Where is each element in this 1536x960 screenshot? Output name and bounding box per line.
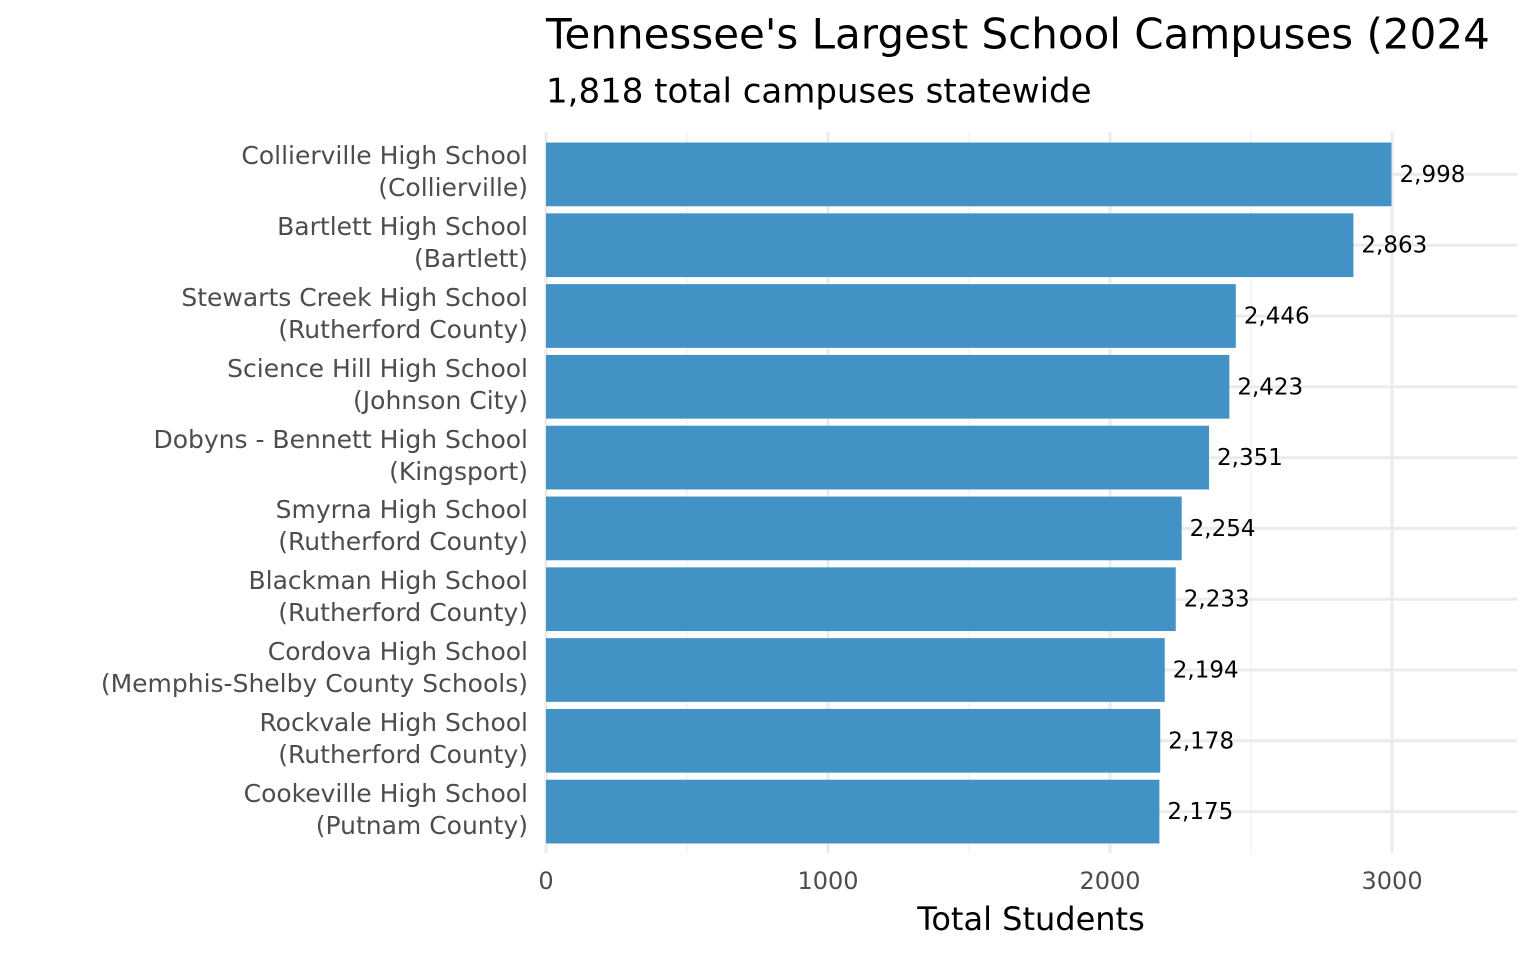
bar — [546, 496, 1182, 561]
bar — [546, 354, 1230, 419]
chart-subtitle: 1,818 total campuses statewide — [546, 72, 1092, 112]
value-label: 2,175 — [1167, 799, 1233, 825]
y-tick-label: Cookeville High School (Putnam County) — [243, 778, 528, 840]
value-label: 2,446 — [1244, 304, 1310, 330]
bar — [546, 638, 1165, 702]
y-tick-label: Science Hill High School (Johnson City) — [227, 353, 528, 415]
y-tick-label: Cordova High School (Memphis-Shelby Coun… — [100, 637, 528, 698]
value-label: 2,254 — [1190, 516, 1256, 542]
x-tick-label: 2000 — [1080, 867, 1141, 895]
y-tick-label: Rockvale High School (Rutherford County) — [259, 707, 528, 769]
value-label: 2,178 — [1168, 728, 1234, 754]
bar — [546, 779, 1160, 844]
y-tick-label: Stewarts Creek High School (Rutherford C… — [181, 283, 528, 344]
bar — [546, 425, 1210, 490]
bar — [546, 284, 1236, 348]
y-tick-label: Blackman High School (Rutherford County) — [248, 566, 528, 628]
value-label: 2,423 — [1237, 374, 1303, 400]
x-tick-label: 0 — [538, 867, 553, 895]
bar — [546, 567, 1176, 632]
x-tick-label: 3000 — [1362, 867, 1423, 895]
y-tick-label: Dobyns - Bennett High School (Kingsport) — [153, 424, 528, 486]
x-tick-label: 1000 — [797, 867, 858, 895]
value-label: 2,351 — [1217, 445, 1283, 471]
x-axis-title: Total Students — [916, 900, 1145, 938]
value-label: 2,998 — [1400, 162, 1466, 188]
bar — [546, 213, 1354, 278]
y-tick-label: Bartlett High School (Bartlett) — [277, 212, 528, 274]
value-label: 2,233 — [1184, 587, 1250, 613]
value-label: 2,863 — [1361, 233, 1427, 259]
y-tick-label: Smyrna High School (Rutherford County) — [275, 495, 528, 557]
y-tick-label: Collierville High School (Collierville) — [241, 141, 528, 203]
value-label: 2,194 — [1173, 658, 1239, 684]
chart-title: Tennessee's Largest School Campuses (202… — [545, 10, 1490, 59]
bar — [546, 142, 1392, 207]
bar — [546, 708, 1161, 773]
